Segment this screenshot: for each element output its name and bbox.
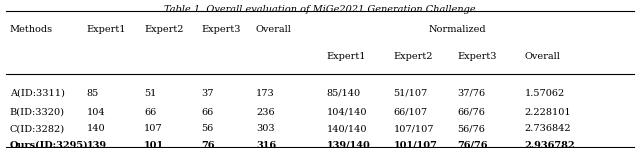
Text: Overall: Overall [256, 25, 292, 34]
Text: 85: 85 [86, 89, 99, 98]
Text: 303: 303 [256, 124, 275, 133]
Text: 316: 316 [256, 141, 276, 148]
Text: 2.228101: 2.228101 [525, 108, 572, 117]
Text: Overall: Overall [525, 52, 561, 61]
Text: 56: 56 [202, 124, 214, 133]
Text: Methods: Methods [10, 25, 52, 34]
Text: 85/140: 85/140 [326, 89, 360, 98]
Text: Expert3: Expert3 [202, 25, 241, 34]
Text: 66/107: 66/107 [394, 108, 428, 117]
Text: 51/107: 51/107 [394, 89, 428, 98]
Text: 51: 51 [144, 89, 156, 98]
Text: Expert2: Expert2 [394, 52, 433, 61]
Text: 173: 173 [256, 89, 275, 98]
Text: C(ID:3282): C(ID:3282) [10, 124, 65, 133]
Text: Expert2: Expert2 [144, 25, 184, 34]
Text: 139: 139 [86, 141, 106, 148]
Text: 1.57062: 1.57062 [525, 89, 565, 98]
Text: Ours(ID:3295): Ours(ID:3295) [10, 141, 88, 148]
Text: A(ID:3311): A(ID:3311) [10, 89, 65, 98]
Text: 104: 104 [86, 108, 105, 117]
Text: B(ID:3320): B(ID:3320) [10, 108, 65, 117]
Text: 107/107: 107/107 [394, 124, 434, 133]
Text: Expert3: Expert3 [458, 52, 497, 61]
Text: 37: 37 [202, 89, 214, 98]
Text: Table 1. Overall evaluation of MiGe2021 Generation Challenge: Table 1. Overall evaluation of MiGe2021 … [164, 5, 476, 14]
Text: 2.936782: 2.936782 [525, 141, 575, 148]
Text: 236: 236 [256, 108, 275, 117]
Text: 140: 140 [86, 124, 105, 133]
Text: 101: 101 [144, 141, 164, 148]
Text: Expert1: Expert1 [326, 52, 366, 61]
Text: 2.736842: 2.736842 [525, 124, 572, 133]
Text: Expert1: Expert1 [86, 25, 126, 34]
Text: 104/140: 104/140 [326, 108, 367, 117]
Text: 139/140: 139/140 [326, 141, 371, 148]
Text: 107: 107 [144, 124, 163, 133]
Text: 76/76: 76/76 [458, 141, 488, 148]
Text: 37/76: 37/76 [458, 89, 486, 98]
Text: 140/140: 140/140 [326, 124, 367, 133]
Text: 66: 66 [202, 108, 214, 117]
Text: 76: 76 [202, 141, 215, 148]
Text: 101/107: 101/107 [394, 141, 438, 148]
Text: Normalized: Normalized [429, 25, 486, 34]
Text: 66: 66 [144, 108, 156, 117]
Text: 56/76: 56/76 [458, 124, 486, 133]
Text: 66/76: 66/76 [458, 108, 486, 117]
